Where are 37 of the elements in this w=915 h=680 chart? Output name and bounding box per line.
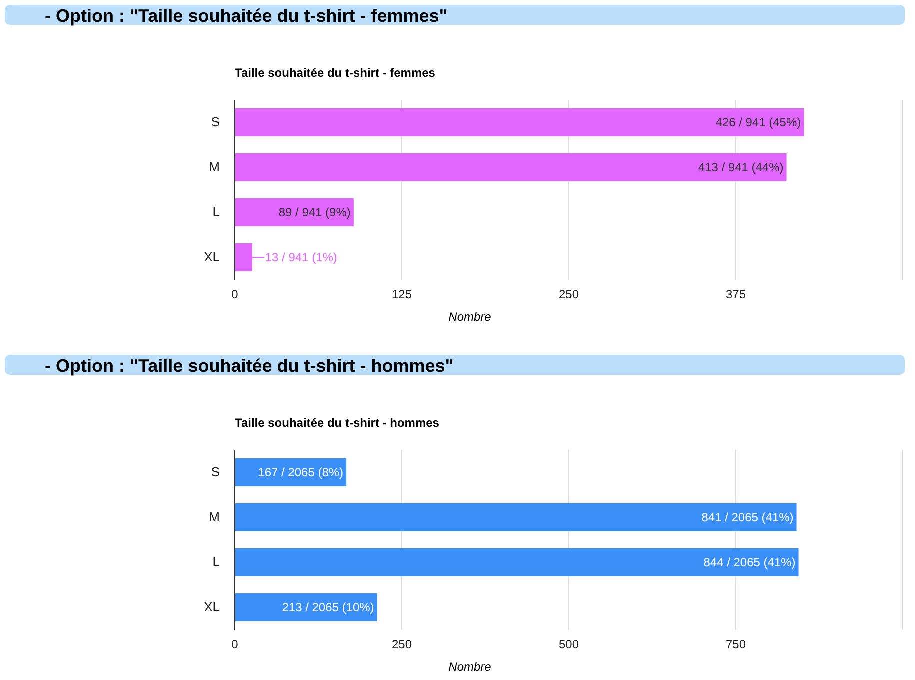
x-tick-label: 0 (232, 638, 239, 652)
y-tick-label: S (211, 464, 220, 480)
data-label: 167 / 2065 (8%) (258, 466, 344, 480)
data-label: 13 / 941 (1%) (265, 250, 338, 265)
bar (235, 198, 354, 226)
x-tick-label: 500 (558, 638, 580, 652)
chart-subtitle: - Option : "Taille souhaitée du t-shirt - hommes" (45, 356, 454, 376)
y-tick-label: XL (204, 600, 220, 615)
x-tick-label: 375 (726, 288, 746, 302)
y-tick-label: M (209, 160, 220, 175)
bar (235, 504, 797, 532)
data-label: 213 / 2065 (10%) (282, 600, 374, 615)
y-tick-label: M (209, 510, 220, 525)
chart-title: Taille souhaitée du t-shirt - hommes (235, 416, 440, 430)
chart-title: Taille souhaitée du t-shirt - femmes (235, 66, 436, 80)
data-label: 844 / 2065 (41%) (704, 556, 796, 570)
y-tick-label: S (211, 114, 220, 130)
bar (235, 108, 804, 136)
data-label: 89 / 941 (9%) (278, 206, 351, 220)
data-label: 413 / 941 (44%) (698, 160, 784, 175)
bar (235, 594, 378, 622)
x-axis-title: Nombre (448, 310, 492, 324)
chart-subtitle: - Option : "Taille souhaitée du t-shirt - femmes" (45, 6, 448, 26)
x-tick-label: 750 (726, 638, 746, 652)
y-tick-label: L (212, 554, 220, 570)
x-tick-label: 0 (232, 288, 239, 302)
bar (235, 244, 252, 272)
x-tick-label: 250 (558, 288, 580, 302)
x-axis-title: Nombre (448, 660, 492, 674)
y-tick-label: L (212, 204, 220, 220)
x-tick-label: 250 (392, 638, 412, 652)
data-label: 426 / 941 (45%) (716, 116, 802, 130)
data-label: 841 / 2065 (41%) (702, 510, 794, 525)
x-tick-label: 125 (392, 288, 412, 302)
bar (235, 154, 787, 182)
bar (235, 548, 799, 576)
y-tick-label: XL (204, 250, 220, 265)
